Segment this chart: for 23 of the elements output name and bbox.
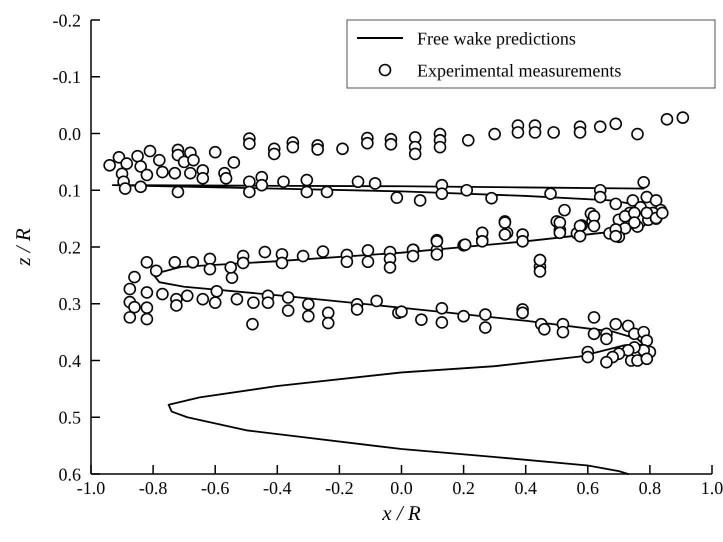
y-tick-label: 0.2 bbox=[58, 237, 81, 258]
x-tick-label: 0.4 bbox=[514, 478, 537, 498]
x-tick-label: 0.8 bbox=[638, 478, 662, 498]
y-tick-label: 0.0 bbox=[58, 124, 81, 144]
x-tick-label: -0.8 bbox=[138, 478, 168, 498]
y-tick-label: -0.1 bbox=[52, 67, 81, 88]
x-tick-label: 0.6 bbox=[576, 478, 600, 498]
y-axis-title: z / R bbox=[11, 228, 35, 267]
x-tick-label: -0.4 bbox=[263, 478, 292, 498]
y-tick-label: 0.4 bbox=[58, 350, 81, 371]
y-tick-label: 0.3 bbox=[58, 294, 81, 314]
y-tick-label: 0.1 bbox=[58, 180, 81, 201]
y-tick-label: 0.5 bbox=[58, 408, 81, 428]
x-axis-title: x / R bbox=[381, 501, 421, 525]
x-tick-label: 0.0 bbox=[390, 478, 413, 498]
y-tick-label: 0.6 bbox=[58, 464, 81, 484]
y-tick-label: -0.2 bbox=[52, 10, 81, 30]
x-tick-label: -0.2 bbox=[325, 478, 354, 498]
x-tick-label: 0.2 bbox=[452, 478, 475, 498]
legend-label: Experimental measurements bbox=[417, 60, 622, 80]
legend-label: Free wake predictions bbox=[417, 28, 576, 48]
x-tick-label: 1.0 bbox=[700, 478, 723, 498]
x-tick-label: -0.6 bbox=[200, 478, 230, 498]
